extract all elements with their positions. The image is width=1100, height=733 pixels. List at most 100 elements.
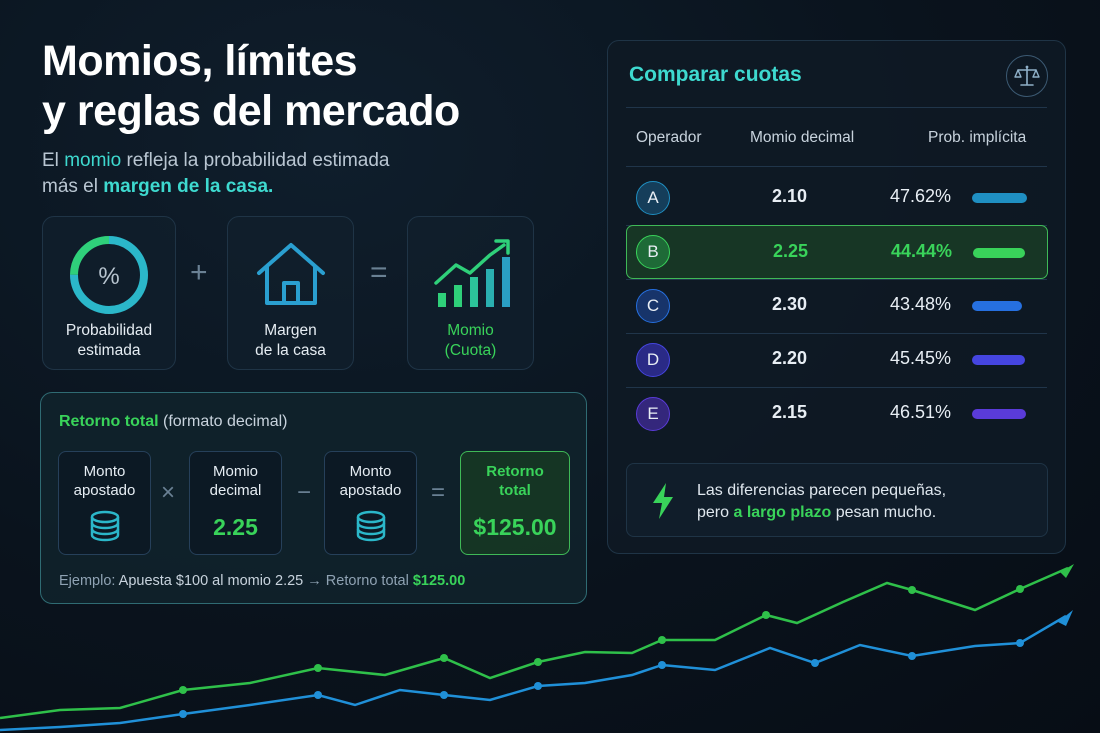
implied-probability: 45.45% xyxy=(890,348,952,368)
odds-label-2: (Cuota) xyxy=(444,342,497,359)
green-trend-dot xyxy=(534,658,542,666)
scale-icon[interactable] xyxy=(1006,55,1048,97)
green-trend-line xyxy=(0,566,1069,720)
odds-value: 2.20 xyxy=(772,348,808,368)
table-row[interactable]: A 2.10 47.62% xyxy=(626,171,1048,225)
blue-trend-dot xyxy=(658,661,666,669)
stake-box: Monto apostado xyxy=(58,451,151,555)
green-trend-dot xyxy=(908,586,916,594)
blue-trend-line xyxy=(0,614,1067,732)
green-trend-dot xyxy=(1016,585,1024,593)
percent-symbol: % xyxy=(98,263,119,290)
table-row[interactable]: C 2.30 43.48% xyxy=(626,279,1048,333)
example-text: Apuesta $100 al momio 2.25 xyxy=(115,573,308,589)
tip-highlight: a largo plazo xyxy=(733,504,832,521)
return-total-panel: Retorno total (formato decimal) Monto apo… xyxy=(40,392,587,604)
header-operator: Operador xyxy=(636,129,702,146)
result-value: $125.00 xyxy=(473,514,557,540)
green-trend-dot xyxy=(762,611,770,619)
growth-chart-icon xyxy=(408,235,533,315)
probability-bar xyxy=(972,355,1025,365)
blue-arrow-head-icon xyxy=(1058,610,1073,626)
margin-card: Margen de la casa xyxy=(227,216,354,370)
divider xyxy=(626,166,1047,167)
divider xyxy=(626,279,1047,280)
odds-card: Momio (Cuota) xyxy=(407,216,534,370)
stake2-label-1: Monto xyxy=(349,463,392,480)
example-label: Ejemplo: xyxy=(59,573,116,589)
subtitle-momio: momio xyxy=(64,150,122,171)
probability-label-1: Probabilidad xyxy=(65,322,153,339)
blue-trend-dot xyxy=(440,691,448,699)
odds-value: 2.25 xyxy=(773,241,809,261)
stake2-label-2: apostado xyxy=(339,482,402,499)
divider xyxy=(626,387,1047,388)
return-total-title: Retorno total (formato decimal) xyxy=(59,413,287,431)
arrow-right-icon: → xyxy=(307,573,322,589)
minus-operator: − xyxy=(297,479,312,506)
probability-card: % Probabilidad estimada xyxy=(42,216,176,370)
plus-operator: + xyxy=(190,256,208,289)
coins-icon xyxy=(325,510,416,542)
operator-badge: D xyxy=(636,343,670,377)
subtitle-text: más el xyxy=(42,176,104,197)
decimal-label-1: Momio xyxy=(212,463,258,480)
compare-odds-panel: Comparar cuotas Operador Momio decimal P… xyxy=(607,40,1066,554)
title-line-2: y reglas del mercado xyxy=(42,87,460,135)
green-trend-dot xyxy=(440,654,448,662)
probability-label-2: estimada xyxy=(77,342,141,359)
implied-probability: 44.44% xyxy=(891,241,953,261)
operator-badge: B xyxy=(636,235,670,269)
subtitle-margen: margen de la casa. xyxy=(103,176,274,197)
stake-label-2: apostado xyxy=(73,482,136,499)
equals-operator: = xyxy=(431,479,446,506)
coins-icon xyxy=(59,510,150,542)
decimal-odds-box: Momio decimal 2.25 xyxy=(189,451,282,555)
odds-label-1: Momio xyxy=(447,322,494,339)
subtitle: El momio refleja la probabilidad estimad… xyxy=(42,148,389,200)
green-trend-dot xyxy=(658,636,666,644)
implied-probability: 43.48% xyxy=(890,294,952,314)
odds-value: 2.30 xyxy=(772,294,808,314)
tip-line-2-post: pesan mucho. xyxy=(831,504,937,521)
result-label-1: Retorno xyxy=(486,463,544,480)
times-operator: × xyxy=(161,479,176,506)
example-result-value: $125.00 xyxy=(412,573,466,589)
blue-trend-dot xyxy=(534,682,542,690)
blue-trend-dot xyxy=(1016,639,1024,647)
divider xyxy=(626,333,1047,334)
margin-label-2: de la casa xyxy=(255,342,326,359)
table-row[interactable]: B 2.25 44.44% xyxy=(626,225,1048,279)
table-row[interactable]: D 2.20 45.45% xyxy=(626,333,1048,387)
green-trend-dot xyxy=(314,664,322,672)
trend-lines-decoration xyxy=(0,564,1074,732)
stake-box-2: Monto apostado xyxy=(324,451,417,555)
tip-box: Las diferencias parecen pequeñas, pero a… xyxy=(626,463,1048,537)
result-label-2: total xyxy=(499,482,531,499)
blue-trend-dot xyxy=(908,652,916,660)
operator-badge: E xyxy=(636,397,670,431)
header-decimal: Momio decimal xyxy=(750,129,855,146)
odds-value: 2.10 xyxy=(772,186,808,206)
implied-probability: 46.51% xyxy=(890,402,952,422)
house-icon xyxy=(228,235,353,315)
result-box: Retorno total $125.00 xyxy=(460,451,570,555)
decimal-value: 2.25 xyxy=(213,514,258,540)
table-row[interactable]: E 2.15 46.51% xyxy=(626,387,1048,441)
odds-value: 2.15 xyxy=(772,402,808,422)
lightning-icon xyxy=(649,481,677,526)
title-line-1: Momios, límites xyxy=(42,37,358,85)
margin-label-1: Margen xyxy=(264,322,317,339)
probability-bar xyxy=(972,301,1022,311)
subtitle-text: refleja la probabilidad estimada xyxy=(121,150,390,171)
blue-trend-dot xyxy=(314,691,322,699)
green-trend-dot xyxy=(179,686,187,694)
green-arrow-head-icon xyxy=(1060,564,1074,578)
probability-label: Probabilidad estimada xyxy=(43,321,175,361)
decimal-label-2: decimal xyxy=(209,482,262,499)
page-title: Momios, límites y reglas del mercado xyxy=(42,36,460,136)
blue-trend-dot xyxy=(179,710,187,718)
margin-label: Margen de la casa xyxy=(228,321,353,361)
probability-bar xyxy=(973,248,1025,258)
tip-text: Las diferencias parecen pequeñas, pero a… xyxy=(697,480,946,524)
